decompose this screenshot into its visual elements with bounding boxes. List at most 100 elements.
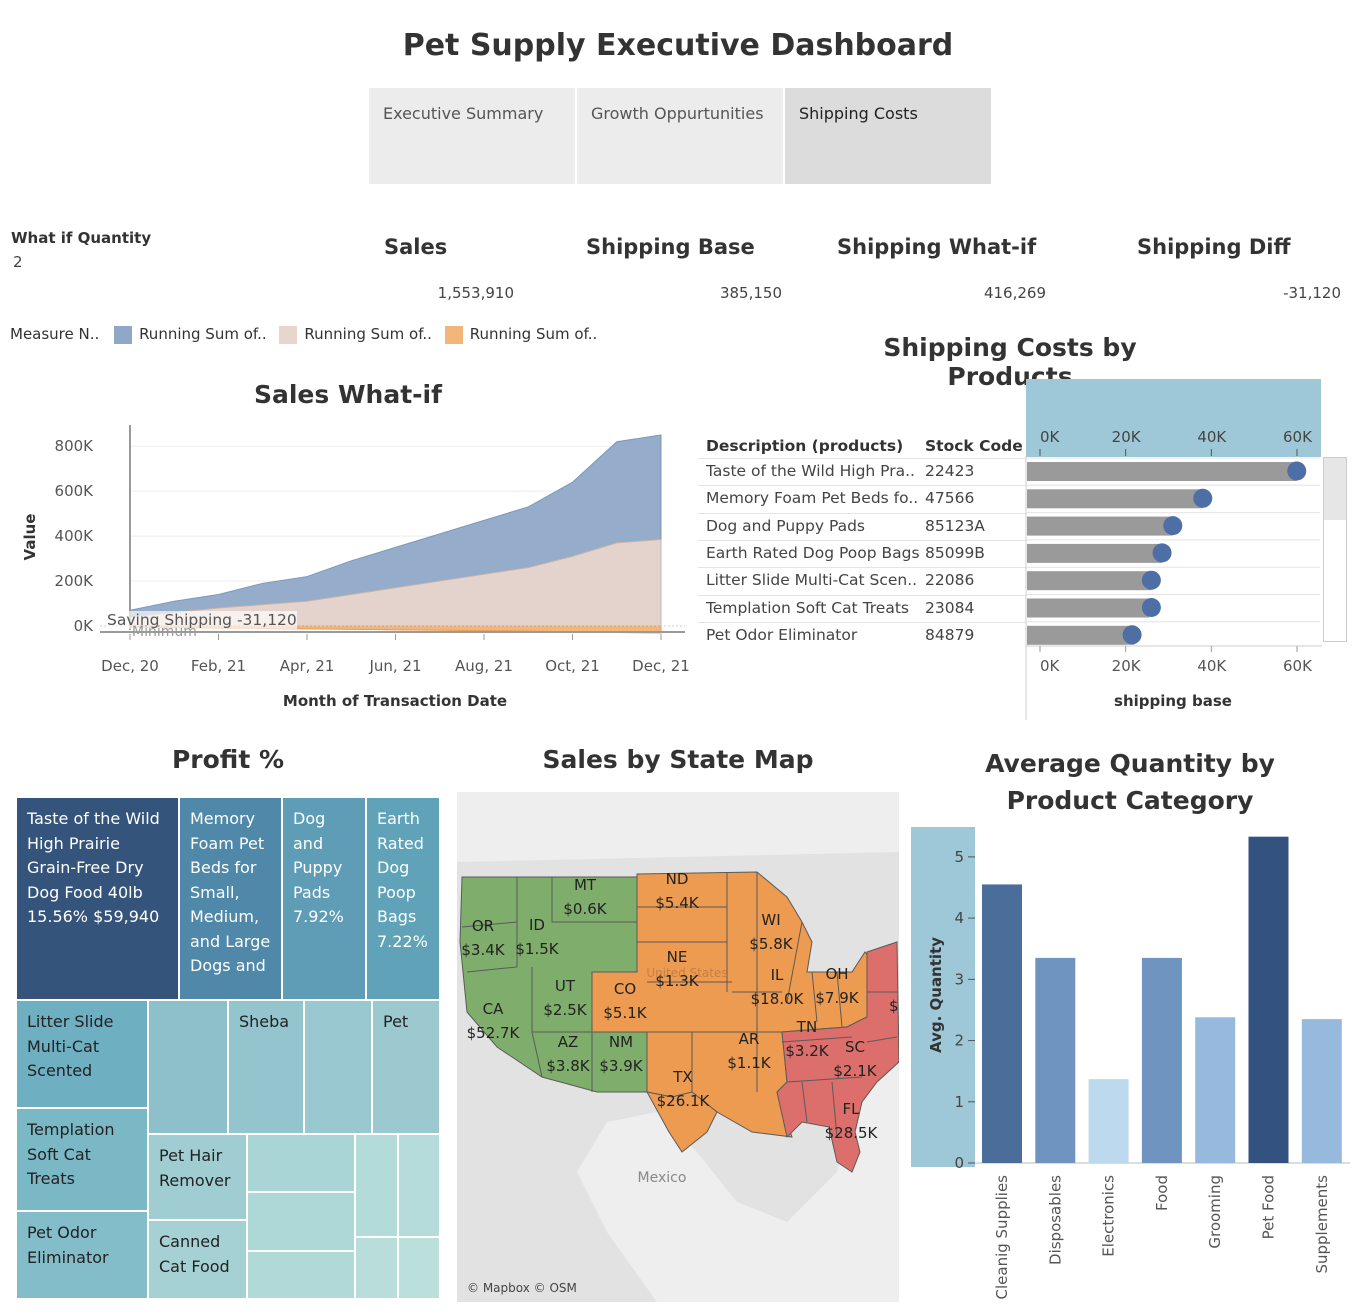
treemap-cell-unlabeled-1[interactable] (148, 1000, 228, 1134)
treemap-cell-canned-cat-food[interactable]: Canned Cat Food (148, 1220, 247, 1299)
area-x-tick-label: Feb, 21 (191, 657, 246, 675)
treemap-cell-litter-slide[interactable]: Litter Slide Multi-Cat Scented (16, 1000, 148, 1108)
legend-item-1[interactable]: Running Sum of.. (114, 325, 267, 344)
state-label-id: ID (529, 916, 545, 934)
area-x-tick-label: Oct, 21 (545, 657, 600, 675)
treemap-cell-unlabeled-9[interactable] (398, 1237, 440, 1299)
state-value-co: $5.1K (603, 1004, 647, 1022)
shipping-table-row[interactable]: Pet Odor Eliminator 84879 (698, 621, 1026, 650)
ship-bar (1027, 516, 1173, 536)
ship-top-tick-label: 0K (1040, 428, 1061, 446)
state-label-ne: NE (667, 948, 688, 966)
state-value-az: $3.8K (546, 1057, 590, 1075)
region-east (776, 941, 899, 1173)
state-label-ar: AR (739, 1030, 760, 1048)
state-value-tx: $26.1K (657, 1092, 711, 1110)
state-label-nd: ND (666, 870, 689, 888)
saving-shipping-annotation: Saving Shipping -31,120 (107, 611, 297, 629)
treemap-cell-memory-foam[interactable]: Memory Foam Pet Beds for Small, Medium, … (179, 797, 282, 1000)
united-states-label: United States (646, 966, 727, 980)
treemap-cell-templation[interactable]: Templation Soft Cat Treats (16, 1108, 148, 1211)
ship-bottom-tick-label: 20K (1112, 657, 1142, 675)
treemap-cell-unlabeled-4[interactable] (355, 1134, 398, 1237)
ship-dot (1193, 488, 1213, 508)
scrollbar-thumb[interactable] (1324, 458, 1346, 520)
treemap-cell-taste-of-the-wild[interactable]: Taste of the Wild High Prairie Grain-Fre… (16, 797, 179, 1000)
treemap-cell-earth-rated[interactable]: Earth Rated Dog Poop Bags 7.22% (366, 797, 440, 1000)
tab-executive-summary[interactable]: Executive Summary (369, 88, 575, 184)
shipping-table-row[interactable]: Templation Soft Cat Treats 23084 (698, 594, 1026, 623)
state-value-ca: $52.7K (467, 1024, 521, 1042)
area-series-2 (129, 538, 662, 627)
ship-top-tick-label: 60K (1283, 428, 1313, 446)
shipping-x-axis-label: shipping base (1114, 692, 1232, 710)
treemap-cell-unlabeled-6[interactable] (247, 1192, 355, 1251)
tab-growth-opportunities[interactable]: Growth Oppurtunities (577, 88, 783, 184)
treemap-cell-pet-odor-eliminator[interactable]: Pet Odor Eliminator (16, 1211, 148, 1299)
state-value-ar: $1.1K (727, 1054, 771, 1072)
state-value-fl: $28.5K (825, 1124, 879, 1142)
qty-y-tick-label: 1 (954, 1093, 964, 1111)
treemap-cell-pet[interactable]: Pet (372, 1000, 440, 1134)
state-labels: MT $0.6K ND $5.4K OR $3.4K ID $1.5K WI $5.8K NE $1.… (461, 870, 898, 1142)
stock-code: 22086 (925, 571, 975, 590)
treemap-cell-sheba[interactable]: Sheba (228, 1000, 304, 1134)
state-label-oh: OH (825, 965, 848, 983)
sales-map[interactable]: Mexico United States MT $0.6K ND $5.4K OR $3.… (457, 792, 899, 1302)
ship-dot (1152, 543, 1172, 563)
area-x-tick-label: Apr, 21 (280, 657, 335, 675)
map-canvas: Mexico United States MT $0.6K ND $5.4K OR $3.… (457, 852, 899, 1302)
ship-dot (1163, 516, 1183, 536)
qty-y-tick-label: 2 (954, 1032, 964, 1050)
kpi-shipping-diff-title: Shipping Diff (1137, 235, 1291, 259)
qty-bar (1248, 836, 1289, 1163)
ship-bar (1027, 571, 1152, 591)
legend-item-3[interactable]: Running Sum of.. (444, 325, 597, 344)
profit-treemap: Taste of the Wild High Prairie Grain-Fre… (16, 797, 440, 1299)
sales-whatif-chart: 0K 200K 400K 600K 800K Dec, 20 Feb, 21 Apr, 21 J… (21, 425, 690, 710)
what-if-value[interactable]: 2 (13, 253, 23, 271)
treemap-cell-unlabeled-8[interactable] (355, 1237, 398, 1299)
state-value-oh: $7.9K (815, 989, 859, 1007)
state-label-il: IL (771, 966, 784, 984)
shipping-table-row[interactable]: Dog and Puppy Pads 85123A (698, 512, 1026, 541)
qty-bar (1141, 957, 1182, 1163)
shipping-bar-chart: 0K 20K 40K 60K 0K 20K 40K 60K shipping base (1025, 428, 1322, 720)
treemap-cell-unlabeled-3[interactable] (247, 1134, 355, 1192)
state-label-tx: TX (672, 1068, 692, 1086)
legend-swatch-2 (279, 325, 298, 344)
region-texas-south (646, 1091, 718, 1153)
area-x-tick-label: Jun, 21 (368, 657, 421, 675)
tab-shipping-costs[interactable]: Shipping Costs (785, 88, 991, 184)
stock-code: 84879 (925, 625, 975, 644)
ship-bar (1027, 543, 1163, 563)
legend-item-2[interactable]: Running Sum of.. (279, 325, 432, 344)
state-label-ut: UT (555, 977, 576, 995)
state-value-sc: $2.1K (833, 1062, 877, 1080)
treemap-cell-dog-puppy-pads[interactable]: Dog and Puppy Pads 7.92% (282, 797, 366, 1000)
state-label-sc: SC (845, 1038, 865, 1056)
qty-x-tick-label: Supplements (1313, 1175, 1331, 1274)
state-label-mt: MT (574, 876, 597, 894)
state-value-edge: $ (889, 997, 899, 1015)
treemap-cell-unlabeled-7[interactable] (247, 1251, 355, 1299)
ship-top-tick-label: 40K (1197, 428, 1227, 446)
shipping-table-row[interactable]: Taste of the Wild High Pra.. 22423 (698, 458, 1026, 486)
treemap-cell-unlabeled-2[interactable] (304, 1000, 372, 1134)
kpi-sales-title: Sales (384, 235, 448, 259)
state-value-nm: $3.9K (599, 1057, 643, 1075)
treemap-cell-unlabeled-5[interactable] (398, 1134, 440, 1237)
stock-code: 85123A (925, 516, 985, 535)
qty-y-axis-label: Avg. Quantity (927, 937, 945, 1053)
shipping-table-row[interactable]: Litter Slide Multi-Cat Scen.. 22086 (698, 567, 1026, 595)
stock-code: 85099B (925, 543, 985, 562)
shipping-scrollbar[interactable] (1323, 457, 1347, 642)
treemap-cell-pet-hair-remover[interactable]: Pet Hair Remover (148, 1134, 247, 1220)
shipping-costs-title: Shipping Costs by Products (883, 333, 1137, 391)
shipping-table-row[interactable]: Memory Foam Pet Beds fo.. 47566 (698, 485, 1026, 513)
product-description: Dog and Puppy Pads (706, 516, 866, 535)
shipping-table-row[interactable]: Earth Rated Dog Poop Bags 85099B (698, 539, 1026, 568)
state-label-wi: WI (761, 911, 780, 929)
product-description: Pet Odor Eliminator (706, 625, 858, 644)
shipping-axis-header (1026, 379, 1321, 457)
